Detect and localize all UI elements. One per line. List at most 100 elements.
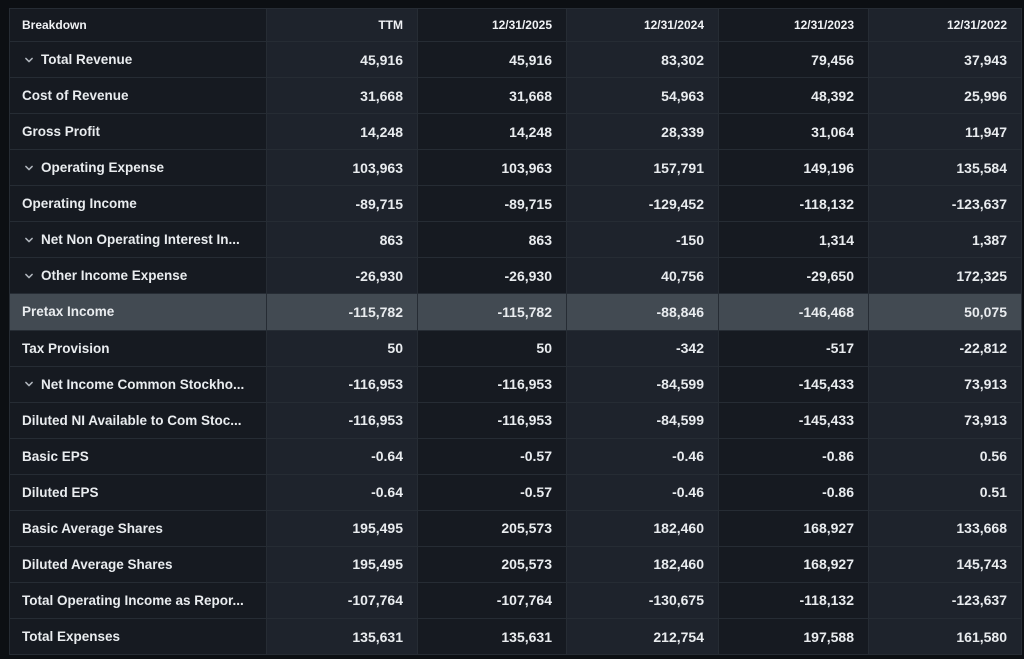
value-cell: 863 <box>267 222 418 258</box>
value-cell: 135,631 <box>418 619 567 655</box>
chevron-down-icon[interactable] <box>24 55 34 65</box>
value-cell: 37,943 <box>869 42 1021 78</box>
value-cell: 48,392 <box>719 78 869 114</box>
row-label: Total Expenses <box>22 629 121 645</box>
value-cell: -115,782 <box>267 294 418 330</box>
value-cell: -22,812 <box>869 330 1021 366</box>
value-cell: 197,588 <box>719 619 869 655</box>
table-header-row: Breakdown TTM 12/31/2025 12/31/2024 12/31/20… <box>10 9 1021 42</box>
value-cell: 0.51 <box>869 474 1021 510</box>
value-cell: 79,456 <box>719 42 869 78</box>
value-cell: -116,953 <box>267 402 418 438</box>
value-cell: -0.46 <box>567 438 719 474</box>
row-label: Basic EPS <box>22 448 89 464</box>
value-cell: -0.57 <box>418 438 567 474</box>
value-cell: -26,930 <box>267 258 418 294</box>
value-cell: 45,916 <box>267 42 418 78</box>
table-row[interactable]: Gross Profit 14,248 14,248 28,339 31,064 11,9… <box>10 114 1021 151</box>
table-row[interactable]: Total Revenue 45,916 45,916 83,302 79,456 37,… <box>10 42 1021 79</box>
value-cell: 14,248 <box>418 114 567 150</box>
value-cell: 83,302 <box>567 42 719 78</box>
value-cell: -107,764 <box>267 582 418 618</box>
table-row[interactable]: Operating Income -89,715 -89,715 -129,452 -1… <box>10 186 1021 223</box>
row-label-cell: Other Income Expense <box>10 258 267 294</box>
value-cell: -0.86 <box>719 438 869 474</box>
value-cell: -0.57 <box>418 474 567 510</box>
value-cell: -129,452 <box>567 186 719 222</box>
column-header-12-31-2022: 12/31/2022 <box>869 9 1021 41</box>
table-row[interactable]: Net Non Operating Interest In... 863 863 -1… <box>10 222 1021 259</box>
value-cell: -89,715 <box>418 186 567 222</box>
value-cell: 168,927 <box>719 510 869 546</box>
row-label: Diluted Average Shares <box>22 556 173 572</box>
value-cell: -29,650 <box>719 258 869 294</box>
value-cell: 14,248 <box>267 114 418 150</box>
value-cell: 863 <box>418 222 567 258</box>
value-cell: 31,668 <box>418 78 567 114</box>
value-cell: -0.64 <box>267 438 418 474</box>
value-cell: -116,953 <box>418 402 567 438</box>
row-label: Net Non Operating Interest In... <box>41 232 240 248</box>
row-label: Other Income Expense <box>41 268 188 284</box>
value-cell: 45,916 <box>418 42 567 78</box>
table-row[interactable]: Diluted NI Available to Com Stoc... -116,… <box>10 402 1021 439</box>
table-row[interactable]: Diluted Average Shares 195,495 205,573 182,… <box>10 546 1021 583</box>
column-header-12-31-2025: 12/31/2025 <box>418 9 567 41</box>
value-cell: 135,631 <box>267 619 418 655</box>
value-cell: 103,963 <box>418 150 567 186</box>
value-cell: -89,715 <box>267 186 418 222</box>
table-body: Total Revenue 45,916 45,916 83,302 79,456 37,… <box>10 42 1021 655</box>
table-row[interactable]: Net Income Common Stockho... -116,953 -116… <box>10 366 1021 403</box>
value-cell: -26,930 <box>418 258 567 294</box>
table-row[interactable]: Total Expenses 135,631 135,631 212,754 197,5… <box>10 619 1021 655</box>
value-cell: -0.64 <box>267 474 418 510</box>
value-cell: -146,468 <box>719 294 869 330</box>
table-row[interactable]: Pretax Income -115,782 -115,782 -88,846 -146… <box>10 294 1021 331</box>
value-cell: -116,953 <box>267 366 418 402</box>
table-row[interactable]: Cost of Revenue 31,668 31,668 54,963 48,392 2… <box>10 78 1021 115</box>
row-label: Cost of Revenue <box>22 88 129 104</box>
value-cell: 145,743 <box>869 546 1021 582</box>
column-header-breakdown: Breakdown <box>10 9 267 41</box>
row-label: Tax Provision <box>22 340 110 356</box>
row-label: Net Income Common Stockho... <box>41 376 245 392</box>
row-label-cell: Cost of Revenue <box>10 78 267 114</box>
value-cell: 50,075 <box>869 294 1021 330</box>
table-row[interactable]: Diluted EPS -0.64 -0.57 -0.46 -0.86 0.51 <box>10 474 1021 511</box>
row-label-cell: Operating Expense <box>10 150 267 186</box>
value-cell: -517 <box>719 330 869 366</box>
value-cell: 168,927 <box>719 546 869 582</box>
chevron-down-icon[interactable] <box>24 163 34 173</box>
row-label-cell: Total Revenue <box>10 42 267 78</box>
value-cell: -88,846 <box>567 294 719 330</box>
row-label-cell: Basic EPS <box>10 438 267 474</box>
value-cell: 40,756 <box>567 258 719 294</box>
chevron-down-icon[interactable] <box>24 379 34 389</box>
row-label-cell: Basic Average Shares <box>10 510 267 546</box>
table-row[interactable]: Basic Average Shares 195,495 205,573 182,46… <box>10 510 1021 547</box>
table-row[interactable]: Other Income Expense -26,930 -26,930 40,756… <box>10 258 1021 295</box>
chevron-down-icon[interactable] <box>24 235 34 245</box>
value-cell: 50 <box>418 330 567 366</box>
value-cell: 73,913 <box>869 402 1021 438</box>
value-cell: 205,573 <box>418 546 567 582</box>
value-cell: -123,637 <box>869 582 1021 618</box>
chevron-down-icon[interactable] <box>24 271 34 281</box>
value-cell: 25,996 <box>869 78 1021 114</box>
value-cell: 103,963 <box>267 150 418 186</box>
table-row[interactable]: Basic EPS -0.64 -0.57 -0.46 -0.86 0.56 <box>10 438 1021 475</box>
row-label-cell: Tax Provision <box>10 330 267 366</box>
value-cell: -145,433 <box>719 366 869 402</box>
row-label: Gross Profit <box>22 124 101 140</box>
table-row[interactable]: Total Operating Income as Repor... -107,7… <box>10 582 1021 619</box>
value-cell: -0.86 <box>719 474 869 510</box>
value-cell: 133,668 <box>869 510 1021 546</box>
table-row[interactable]: Operating Expense 103,963 103,963 157,791 14… <box>10 150 1021 187</box>
row-label-cell: Diluted NI Available to Com Stoc... <box>10 402 267 438</box>
value-cell: 31,668 <box>267 78 418 114</box>
table-row[interactable]: Tax Provision 50 50 -342 -517 -22,812 <box>10 330 1021 367</box>
value-cell: -107,764 <box>418 582 567 618</box>
value-cell: -118,132 <box>719 186 869 222</box>
value-cell: 50 <box>267 330 418 366</box>
value-cell: 135,584 <box>869 150 1021 186</box>
